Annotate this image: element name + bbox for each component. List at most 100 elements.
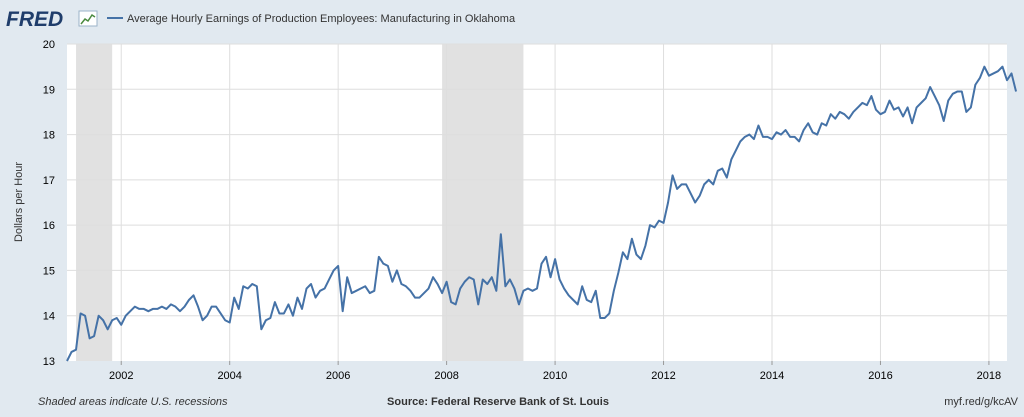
data-point[interactable] xyxy=(168,302,173,307)
data-point[interactable] xyxy=(177,309,182,314)
data-point[interactable] xyxy=(399,282,404,287)
data-point[interactable] xyxy=(666,200,671,205)
data-point[interactable] xyxy=(318,288,323,293)
data-point[interactable] xyxy=(480,277,485,282)
data-point[interactable] xyxy=(69,349,74,354)
data-point[interactable] xyxy=(973,82,978,87)
data-point[interactable] xyxy=(354,288,359,293)
data-point[interactable] xyxy=(137,306,142,311)
data-point[interactable] xyxy=(932,94,937,99)
data-point[interactable] xyxy=(295,295,300,300)
data-point[interactable] xyxy=(968,105,973,110)
data-point[interactable] xyxy=(196,304,201,309)
data-point[interactable] xyxy=(476,302,481,307)
data-point[interactable] xyxy=(87,336,92,341)
data-point[interactable] xyxy=(394,268,399,273)
data-point[interactable] xyxy=(607,311,612,316)
data-point[interactable] xyxy=(146,309,151,314)
data-point[interactable] xyxy=(1009,71,1014,76)
data-point[interactable] xyxy=(670,173,675,178)
data-point[interactable] xyxy=(191,293,196,298)
data-point[interactable] xyxy=(657,218,662,223)
data-point[interactable] xyxy=(923,96,928,101)
data-point[interactable] xyxy=(706,177,711,182)
data-point[interactable] xyxy=(977,75,982,80)
data-point[interactable] xyxy=(697,193,702,198)
data-point[interactable] xyxy=(336,263,341,268)
data-point[interactable] xyxy=(864,103,869,108)
data-point[interactable] xyxy=(679,182,684,187)
data-point[interactable] xyxy=(498,232,503,237)
data-point[interactable] xyxy=(742,134,747,139)
data-point[interactable] xyxy=(783,128,788,133)
data-point[interactable] xyxy=(173,304,178,309)
data-point[interactable] xyxy=(995,69,1000,74)
data-point[interactable] xyxy=(760,134,765,139)
data-point[interactable] xyxy=(589,300,594,305)
data-point[interactable] xyxy=(331,268,336,273)
data-point[interactable] xyxy=(675,186,680,191)
data-point[interactable] xyxy=(132,304,137,309)
data-point[interactable] xyxy=(616,270,621,275)
data-point[interactable] xyxy=(593,288,598,293)
data-point[interactable] xyxy=(507,277,512,282)
data-point[interactable] xyxy=(453,302,458,307)
data-point[interactable] xyxy=(575,302,580,307)
data-point[interactable] xyxy=(544,254,549,259)
data-point[interactable] xyxy=(440,291,445,296)
data-point[interactable] xyxy=(385,263,390,268)
data-point[interactable] xyxy=(914,105,919,110)
data-point[interactable] xyxy=(105,327,110,332)
data-point[interactable] xyxy=(878,112,883,117)
data-point[interactable] xyxy=(525,286,530,291)
data-point[interactable] xyxy=(200,318,205,323)
data-point[interactable] xyxy=(738,139,743,144)
data-point[interactable] xyxy=(548,275,553,280)
data-point[interactable] xyxy=(643,243,648,248)
data-point[interactable] xyxy=(435,282,440,287)
data-point[interactable] xyxy=(403,284,408,289)
data-point[interactable] xyxy=(218,311,223,316)
data-point[interactable] xyxy=(259,327,264,332)
data-point[interactable] xyxy=(828,112,833,117)
data-point[interactable] xyxy=(241,284,246,289)
data-point[interactable] xyxy=(458,286,463,291)
data-point[interactable] xyxy=(946,98,951,103)
data-point[interactable] xyxy=(833,116,838,121)
data-point[interactable] xyxy=(779,132,784,137)
data-point[interactable] xyxy=(774,130,779,135)
data-point[interactable] xyxy=(1005,78,1010,83)
data-point[interactable] xyxy=(928,85,933,90)
data-point[interactable] xyxy=(647,223,652,228)
data-point[interactable] xyxy=(349,291,354,296)
data-point[interactable] xyxy=(516,302,521,307)
data-point[interactable] xyxy=(114,315,119,320)
data-point[interactable] xyxy=(444,279,449,284)
data-point[interactable] xyxy=(290,313,295,318)
data-point[interactable] xyxy=(101,318,106,323)
data-point[interactable] xyxy=(562,286,567,291)
data-point[interactable] xyxy=(950,91,955,96)
data-point[interactable] xyxy=(557,277,562,282)
data-point[interactable] xyxy=(65,359,70,364)
data-point[interactable] xyxy=(236,306,241,311)
data-point[interactable] xyxy=(801,128,806,133)
data-point[interactable] xyxy=(431,275,436,280)
data-point[interactable] xyxy=(232,295,237,300)
data-point[interactable] xyxy=(729,157,734,162)
data-point[interactable] xyxy=(187,297,192,302)
data-point[interactable] xyxy=(250,282,255,287)
data-point[interactable] xyxy=(566,293,571,298)
data-point[interactable] xyxy=(819,121,824,126)
data-point[interactable] xyxy=(494,288,499,293)
data-point[interactable] xyxy=(304,286,309,291)
data-point[interactable] xyxy=(919,100,924,105)
data-point[interactable] xyxy=(765,134,770,139)
data-point[interactable] xyxy=(806,121,811,126)
data-point[interactable] xyxy=(322,286,327,291)
data-point[interactable] xyxy=(309,282,314,287)
data-point[interactable] xyxy=(571,297,576,302)
data-point[interactable] xyxy=(223,318,228,323)
data-point[interactable] xyxy=(959,89,964,94)
data-point[interactable] xyxy=(553,257,558,262)
